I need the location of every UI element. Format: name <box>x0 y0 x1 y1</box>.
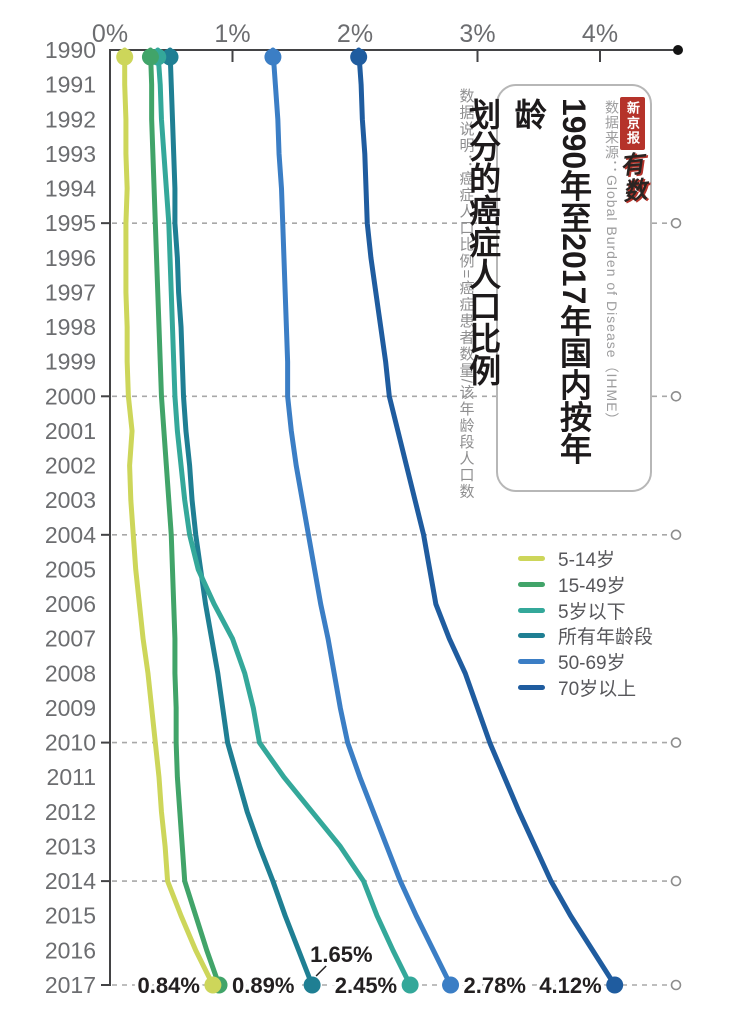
series-end-dot-2 <box>401 976 419 994</box>
year-label: 1999 <box>45 349 96 375</box>
series-line-4 <box>270 47 454 988</box>
gridline-end-circle <box>670 529 682 541</box>
year-label: 2013 <box>45 833 96 859</box>
value-label-1: 0.89% <box>232 973 294 998</box>
x-axis-tick-label: 1% <box>214 20 250 48</box>
data-source: 数据来源：Global Burden of Disease（IHME） <box>604 100 620 428</box>
series-line-3 <box>167 47 315 988</box>
title-line-1: 1990年至2017年国内按年龄 <box>510 98 592 465</box>
year-label: 2011 <box>47 764 96 790</box>
year-label: 1990 <box>45 37 96 63</box>
year-label: 2007 <box>45 626 96 652</box>
youshu-logo: 有数 <box>614 150 647 206</box>
legend-label-1: 15-49岁 <box>558 576 626 598</box>
series-start-dot-0 <box>116 48 134 66</box>
year-label: 2016 <box>45 937 96 963</box>
year-label: 1992 <box>45 106 96 132</box>
publisher-badge: 新京报 <box>620 97 645 150</box>
year-label: 1994 <box>45 176 96 202</box>
legend-label-5: 70岁以上 <box>558 678 637 700</box>
value-label-5: 4.12% <box>539 973 601 998</box>
legend-item-4: 50-69岁 <box>518 649 653 675</box>
series-end-dot-4 <box>442 976 460 994</box>
x-axis-tick-label: 0% <box>92 20 128 48</box>
series-end-dot-0 <box>204 976 222 994</box>
year-label: 2008 <box>45 660 96 686</box>
year-label: 1996 <box>45 245 96 271</box>
legend-item-3: 所有年龄段 <box>518 623 653 649</box>
legend-swatch-0 <box>518 556 545 562</box>
x-axis-end-dot <box>673 45 683 55</box>
gridline-end-circle <box>670 875 682 887</box>
year-label: 2002 <box>45 453 96 479</box>
legend-item-5: 70岁以上 <box>518 674 653 700</box>
series-line-5 <box>356 47 618 988</box>
legend-swatch-1 <box>518 582 545 588</box>
series-start-dot-3 <box>161 48 179 66</box>
gridline-end-circle <box>670 217 682 229</box>
page-title: 1990年至2017年国内按年龄 划分的癌症人口比例 <box>460 98 596 480</box>
year-label: 1995 <box>45 210 96 236</box>
data-note: 数据说明：癌症人口比例=癌症患者数量/该年龄段人口数 <box>457 88 475 500</box>
gridline-end-circle <box>670 979 682 991</box>
x-axis-tick-label: 4% <box>582 20 618 48</box>
gridline-end-circle <box>670 737 682 748</box>
year-label: 2004 <box>45 522 96 548</box>
year-label: 2015 <box>45 903 96 929</box>
legend-item-0: 5-14岁 <box>518 546 653 572</box>
year-label: 2005 <box>45 556 96 582</box>
series-end-dot-3 <box>303 976 321 994</box>
year-label: 2017 <box>45 972 96 998</box>
series-start-dot-1 <box>141 48 159 66</box>
year-label: 2001 <box>45 418 96 444</box>
series-line-2 <box>155 47 413 988</box>
year-label: 2009 <box>45 695 96 721</box>
legend-swatch-2 <box>518 607 545 613</box>
value-callout-line <box>315 965 327 977</box>
year-label: 2014 <box>45 868 96 894</box>
legend-label-4: 50-69岁 <box>558 653 626 675</box>
year-label: 1998 <box>45 314 96 340</box>
gridline-end-circle <box>670 390 682 402</box>
legend-swatch-4 <box>518 659 545 665</box>
year-label: 2006 <box>45 591 96 617</box>
year-label: 2000 <box>45 383 96 409</box>
value-label-3: 1.65% <box>310 942 372 967</box>
legend-item-2: 5岁以下 <box>518 597 653 623</box>
legend: 5-14岁 15-49岁 5岁以下所有年龄段 50-69岁 70岁以上 <box>518 546 653 700</box>
series-start-dot-5 <box>350 48 368 66</box>
series-end-dot-5 <box>606 976 624 994</box>
year-label: 2003 <box>45 487 96 513</box>
x-axis-tick-label: 2% <box>337 20 373 48</box>
value-label-2: 2.45% <box>335 973 397 998</box>
series-line-0 <box>122 47 216 988</box>
legend-label-3: 所有年龄段 <box>558 627 654 649</box>
title-box: 1990年至2017年国内按年龄 划分的癌症人口比例 数据来源：Global B… <box>465 84 652 492</box>
legend-swatch-5 <box>518 684 545 690</box>
legend-label-0: 5-14岁 <box>558 550 616 572</box>
legend-swatch-3 <box>518 633 545 639</box>
value-label-4: 2.78% <box>464 973 526 998</box>
series-start-dot-4 <box>264 48 282 66</box>
x-axis-tick-label: 3% <box>459 20 495 48</box>
title-line-2: 划分的癌症人口比例 <box>465 98 502 386</box>
year-label: 1997 <box>45 279 96 305</box>
year-label: 2010 <box>45 730 96 756</box>
value-label-0: 0.84% <box>138 973 200 998</box>
legend-label-2: 5岁以下 <box>558 601 626 623</box>
series-line-1 <box>147 47 222 988</box>
year-label: 2012 <box>45 799 96 825</box>
year-label: 1991 <box>45 72 96 98</box>
year-label: 1993 <box>45 141 96 167</box>
legend-item-1: 15-49岁 <box>518 572 653 598</box>
